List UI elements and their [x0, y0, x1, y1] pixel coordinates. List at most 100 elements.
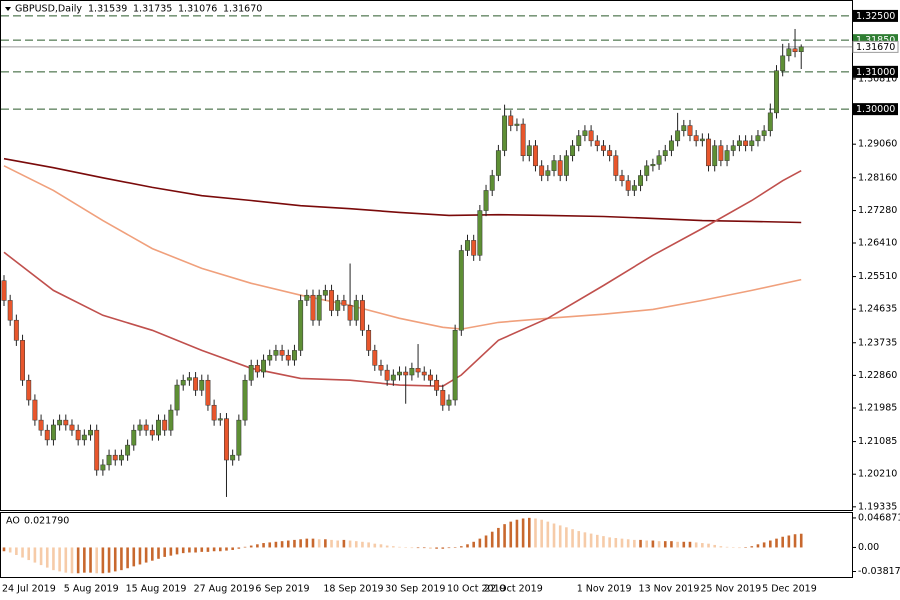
ao-bar	[2, 547, 6, 552]
y-tick-label: 1.27280	[858, 205, 897, 216]
candle-body	[452, 330, 458, 401]
candle-body	[125, 444, 131, 456]
ao-bar	[731, 547, 735, 548]
ao-tick-label: -0.038174	[858, 566, 900, 577]
candle-body	[236, 419, 242, 456]
x-tick-label: 24 Jul 2019	[2, 584, 56, 595]
candle-body	[7, 300, 13, 321]
ao-bar	[317, 539, 321, 548]
candle-body	[292, 350, 297, 361]
ao-current: 0.021790	[24, 516, 69, 527]
ao-bar	[515, 519, 519, 548]
candle-body	[242, 379, 248, 421]
candle-body	[706, 138, 711, 167]
ao-bar	[769, 540, 772, 548]
candle-body	[446, 399, 452, 406]
candle-body	[563, 155, 569, 176]
ao-bar	[602, 536, 605, 548]
ao-bar	[460, 546, 463, 548]
ao-bar	[787, 535, 791, 548]
ao-bar	[478, 538, 482, 548]
y-tick-label: 1.25510	[858, 271, 897, 282]
candle-body	[217, 418, 223, 421]
low-value: 1.31076	[178, 4, 217, 15]
candle-body	[594, 140, 600, 146]
ao-bar	[392, 546, 395, 548]
candle-body	[471, 240, 477, 256]
ao-bar	[101, 547, 105, 574]
candle-body	[409, 368, 415, 376]
ao-bar	[206, 547, 210, 552]
ao-bar	[330, 539, 333, 548]
x-tick-label: 1 Nov 2019	[577, 584, 632, 595]
ao-bar	[762, 542, 766, 548]
candle-body	[149, 429, 155, 436]
close-value: 1.31670	[223, 4, 262, 15]
ao-bar	[670, 541, 673, 548]
candle-body	[712, 145, 718, 167]
ao-tick-label: 0.046871	[858, 512, 900, 523]
ao-bar	[58, 547, 61, 572]
candle-body	[261, 359, 267, 373]
ao-bar	[552, 523, 556, 548]
candle-body	[20, 340, 25, 381]
candle-body	[465, 240, 470, 251]
ao-bar	[447, 547, 451, 549]
ao-bar	[701, 543, 704, 548]
ao-bar	[645, 540, 649, 548]
ao-bar	[583, 532, 587, 548]
y-tick-label: 1.28160	[858, 172, 897, 183]
ao-bar	[120, 547, 123, 571]
ao-bar	[453, 547, 457, 548]
candle-body	[335, 300, 341, 311]
candle-body	[502, 115, 508, 151]
ao-bar	[756, 544, 760, 548]
x-tick-label: 5 Dec 2019	[762, 584, 817, 595]
candle-body	[613, 155, 619, 176]
candle-body	[675, 130, 681, 142]
y-tick-label: 1.29060	[858, 139, 897, 150]
ao-bar	[15, 547, 18, 556]
candle-body	[329, 290, 334, 311]
menu-triangle[interactable]	[5, 7, 11, 11]
candle-body	[390, 374, 396, 381]
y-tick-label: 1.21085	[858, 436, 897, 447]
candle-body	[730, 145, 736, 151]
ao-panel-border	[0, 512, 853, 578]
ao-bar	[657, 541, 661, 548]
ao-bar	[169, 547, 173, 556]
candle-body	[798, 46, 804, 53]
candle-body	[545, 170, 551, 176]
open-value: 1.31539	[88, 4, 127, 15]
ao-bar	[151, 547, 154, 561]
ao-bar	[212, 547, 216, 552]
ao-bar	[682, 541, 686, 548]
ao-bar	[781, 536, 784, 548]
candle-body	[75, 429, 81, 441]
candle-body	[44, 429, 50, 441]
ao-bar	[540, 519, 543, 548]
ao-bar	[614, 538, 618, 548]
ao-bar	[243, 546, 247, 548]
ao-bar	[274, 541, 278, 548]
ao-bar	[676, 541, 679, 548]
y-tick-label: 1.30810	[858, 73, 897, 84]
ao-bar	[107, 547, 111, 573]
ao-bar	[45, 547, 49, 568]
candle-body	[421, 371, 427, 376]
ao-bar	[21, 547, 24, 558]
ao-bar	[484, 535, 488, 548]
candle-body	[38, 419, 44, 431]
candle-body	[687, 125, 693, 136]
x-tick-label: 27 Aug 2019	[194, 584, 255, 595]
moving-average	[3, 157, 802, 224]
y-tick-label: 1.24635	[858, 304, 897, 315]
candle-body	[792, 48, 798, 53]
level-label: 1.31850	[856, 35, 895, 46]
candle-body	[644, 165, 650, 176]
ao-bar	[404, 547, 407, 548]
candle-body	[285, 354, 291, 361]
candle-body	[162, 419, 168, 431]
candle-body	[186, 377, 192, 381]
